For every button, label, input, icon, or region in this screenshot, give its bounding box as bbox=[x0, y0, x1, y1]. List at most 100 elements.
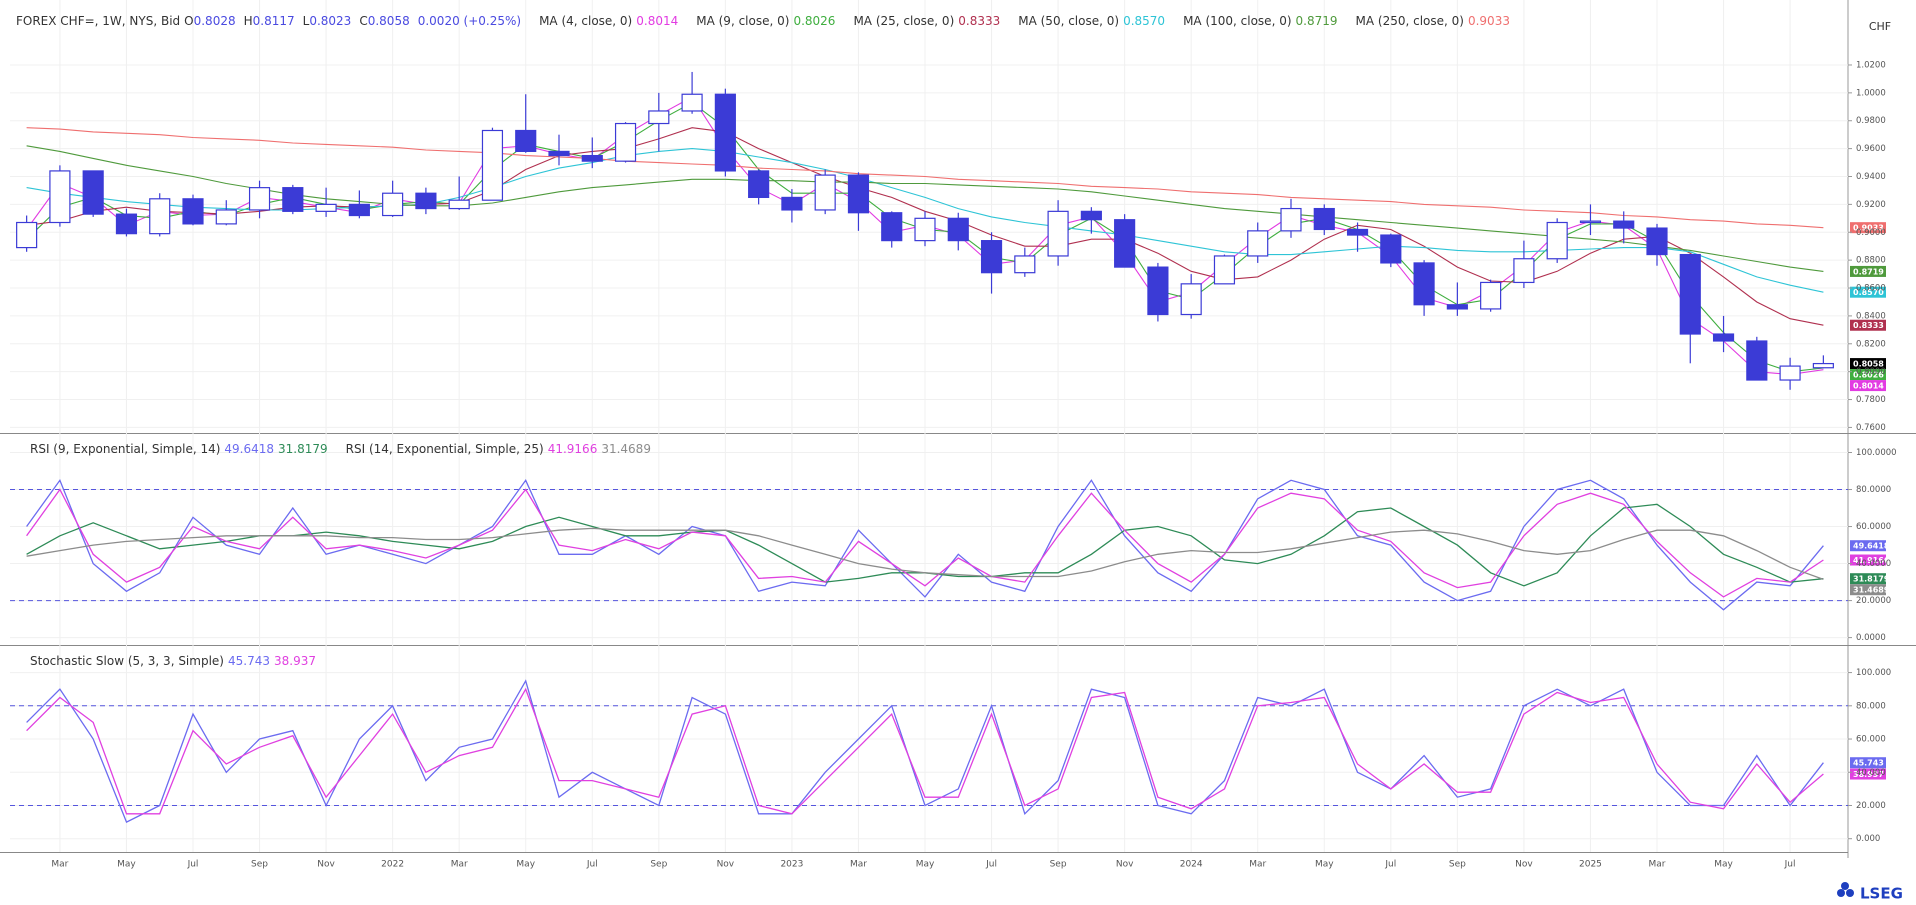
logo: LSEG bbox=[1837, 882, 1903, 903]
candle-body bbox=[1579, 220, 1602, 224]
candle-body bbox=[1180, 283, 1202, 316]
x-tick-label: Sep bbox=[650, 860, 667, 870]
x-tick-label: May bbox=[117, 860, 136, 870]
candle-body bbox=[248, 187, 271, 211]
x-tick-label: Mar bbox=[51, 860, 68, 870]
candle-body bbox=[1014, 255, 1036, 274]
y-tick-label: 80.0000 bbox=[1856, 485, 1891, 495]
candle-body bbox=[1646, 227, 1668, 256]
x-tick-label: Sep bbox=[1050, 860, 1067, 870]
legend-name: RSI (14, Exponential, Simple, 25) bbox=[345, 442, 544, 456]
y-tick-label: 40.0000 bbox=[1856, 559, 1891, 569]
x-tick-label: Nov bbox=[717, 860, 735, 870]
x-tick-label: Jul bbox=[1784, 860, 1796, 870]
candle-body bbox=[1380, 234, 1402, 264]
candle-body bbox=[282, 187, 304, 212]
price-badge-label: 0.9033 bbox=[1853, 224, 1884, 233]
legend-name: MA (50, close, 0) bbox=[1018, 14, 1120, 28]
candle-body bbox=[1613, 220, 1635, 229]
y-tick-label: 20.000 bbox=[1856, 801, 1886, 811]
price-badge bbox=[1850, 369, 1886, 381]
x-tick-label: 2025 bbox=[1579, 860, 1602, 870]
price-badge bbox=[1850, 573, 1886, 585]
series-line bbox=[26, 478, 1824, 611]
y-tick-label: 1.0200 bbox=[1856, 60, 1886, 70]
y-tick-label: 1.0000 bbox=[1856, 88, 1886, 98]
price-badge-label: 0.8026 bbox=[1853, 371, 1884, 380]
price-badge bbox=[1850, 554, 1886, 566]
candle-body bbox=[814, 174, 836, 211]
candle-body bbox=[1812, 362, 1834, 369]
y-tick-label: 0.7600 bbox=[1856, 423, 1886, 433]
price-badge bbox=[1850, 757, 1886, 769]
legend-name: MA (4, close, 0) bbox=[539, 14, 633, 28]
x-tick-label: May bbox=[516, 860, 535, 870]
price-badge-label: 0.8058 bbox=[1853, 360, 1884, 369]
candle-body bbox=[1712, 333, 1735, 342]
price-badge bbox=[1850, 222, 1886, 234]
candle-body bbox=[748, 170, 770, 199]
x-tick-label: Sep bbox=[1449, 860, 1466, 870]
y-tick-label: 0.8200 bbox=[1856, 339, 1886, 349]
candle-body bbox=[1413, 262, 1435, 306]
candle-body bbox=[914, 217, 936, 242]
y-tick-label: 0.8600 bbox=[1856, 284, 1886, 294]
candle-body bbox=[315, 203, 337, 212]
y-tick-label: 100.000 bbox=[1856, 668, 1891, 678]
x-tick-label: Mar bbox=[1649, 860, 1666, 870]
x-tick-label: 2023 bbox=[780, 860, 803, 870]
price-badge bbox=[1850, 540, 1886, 552]
grid bbox=[10, 0, 1848, 852]
candle-body bbox=[1147, 266, 1169, 316]
marks bbox=[16, 71, 1834, 823]
x-tick-label: Mar bbox=[451, 860, 468, 870]
legend-value: 41.9166 bbox=[547, 442, 598, 456]
legend: RSI (9, Exponential, Simple, 14) 49.6418 3… bbox=[16, 442, 655, 456]
price-badge bbox=[1850, 319, 1886, 331]
series-line bbox=[26, 679, 1824, 823]
series-line bbox=[26, 127, 1824, 229]
y-tick-label: 0.8400 bbox=[1856, 311, 1886, 321]
currency-label: CHF bbox=[1869, 20, 1891, 33]
candle-body bbox=[1546, 221, 1568, 260]
candle-body bbox=[947, 217, 969, 242]
y-tick-label: 0.9200 bbox=[1856, 200, 1886, 210]
ohlc-item: H0.8117 bbox=[244, 14, 299, 28]
price-badge bbox=[1850, 584, 1886, 596]
ohlc-item: L0.8023 bbox=[303, 14, 356, 28]
candle-body bbox=[1080, 210, 1102, 221]
ohlc-value: 0.8058 bbox=[367, 14, 410, 28]
y-tick-label: 0.8800 bbox=[1856, 256, 1886, 266]
candle-body bbox=[581, 154, 603, 162]
candle-body bbox=[1047, 210, 1069, 257]
candle-body bbox=[348, 203, 370, 217]
ohlc-item: O0.8028 bbox=[184, 14, 239, 28]
y-tick-label: 0.000 bbox=[1856, 834, 1880, 844]
candle-body bbox=[980, 240, 1003, 274]
candle-body bbox=[1746, 340, 1768, 381]
ohlc-label: C bbox=[359, 14, 368, 28]
legend: Stochastic Slow (5, 3, 3, Simple) 45.743 3… bbox=[16, 654, 320, 668]
legend-value: 0.9033 bbox=[1467, 14, 1510, 28]
candle-body bbox=[515, 129, 537, 153]
candle-body bbox=[1313, 207, 1335, 231]
legend-value: 31.4689 bbox=[601, 442, 651, 456]
candle-body bbox=[16, 221, 38, 249]
brand: LSEG bbox=[1860, 885, 1903, 903]
candle-body bbox=[481, 129, 504, 201]
legend-name: MA (25, close, 0) bbox=[853, 14, 955, 28]
candle-body bbox=[182, 198, 204, 225]
price-badge bbox=[1850, 380, 1886, 392]
price-badge-label: 31.8179 bbox=[1853, 575, 1890, 584]
x-tick-label: Sep bbox=[251, 860, 268, 870]
candle-body bbox=[49, 170, 71, 224]
y-tick-label: 0.8000 bbox=[1856, 367, 1886, 377]
candle-body bbox=[847, 174, 870, 214]
y-tick-label: 20.0000 bbox=[1856, 596, 1891, 606]
y-tick-label: 0.0000 bbox=[1856, 633, 1886, 643]
candle-body bbox=[614, 122, 637, 162]
price-badge bbox=[1850, 286, 1886, 298]
price-badge-label: 31.4689 bbox=[1853, 586, 1890, 595]
x-tick-label: Jul bbox=[187, 860, 199, 870]
